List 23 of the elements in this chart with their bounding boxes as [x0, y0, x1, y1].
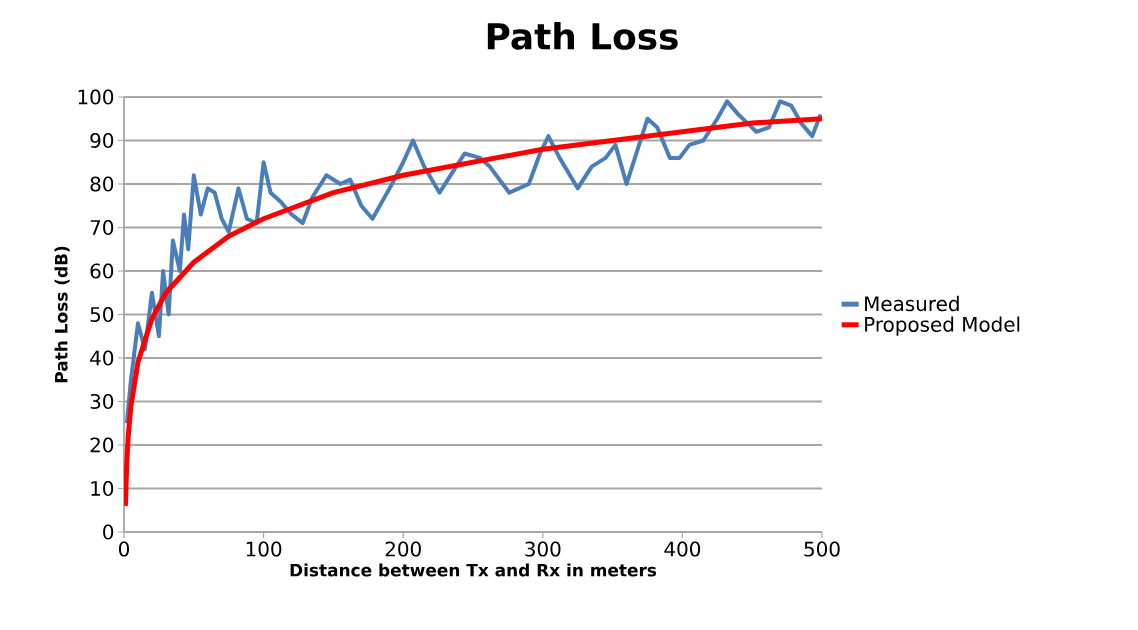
- y-tick-label: 70: [90, 219, 114, 236]
- chart-title: Path Loss: [487, 22, 678, 50]
- y-tick-label: 100: [78, 89, 114, 105]
- y-tick-label: 80: [90, 176, 114, 192]
- x-tick-label: 400: [664, 541, 701, 557]
- y-tick-label: 90: [90, 132, 114, 149]
- y-tick-label: 0: [103, 524, 114, 540]
- y-axis-title: Path Loss (dB): [54, 246, 70, 383]
- line-series: [124, 99, 823, 426]
- y-tick-label: 20: [90, 437, 114, 453]
- y-tick-label: 10: [91, 480, 114, 497]
- x-tick-label: 100: [246, 541, 282, 557]
- x-axis-title: Distance between Tx and Rx in meters: [290, 563, 657, 577]
- legend-label: Proposed Model: [865, 316, 1020, 336]
- legend-label: Measured: [865, 295, 959, 312]
- x-tick-label: 500: [804, 541, 840, 557]
- y-tick-label: 30: [90, 393, 114, 410]
- y-tick-label: 50: [90, 306, 114, 323]
- x-tick-label: 300: [525, 541, 561, 557]
- x-tick-label: 0: [118, 541, 130, 557]
- y-tick-label: 60: [90, 263, 114, 279]
- x-tick-label: 200: [385, 541, 421, 557]
- y-tick-label: 40: [90, 350, 114, 366]
